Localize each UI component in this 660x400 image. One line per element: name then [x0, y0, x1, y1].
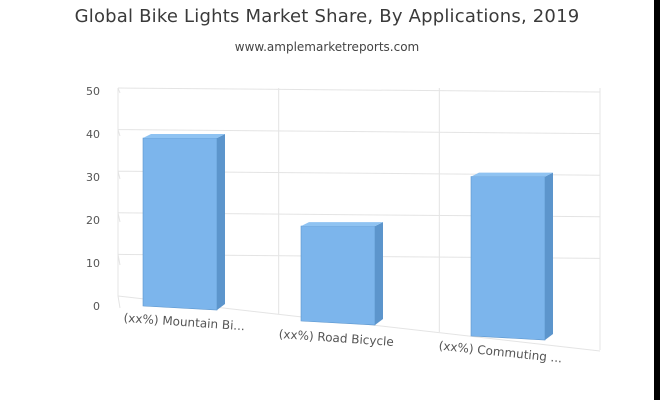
- y-tick-label: 50: [86, 85, 100, 98]
- right-edge-strip: [654, 0, 660, 400]
- bar: [300, 225, 376, 326]
- chart-title: Global Bike Lights Market Share, By Appl…: [74, 6, 580, 27]
- bar-top: [301, 222, 383, 227]
- bar-top: [143, 134, 225, 138]
- bar: [470, 176, 546, 341]
- y-tick-label: 10: [86, 257, 100, 270]
- bar-side: [217, 134, 225, 310]
- gridline-depth: [117, 295, 121, 309]
- chart-subtitle: www.amplemarketreports.com: [234, 40, 420, 54]
- bar-top: [471, 172, 553, 177]
- x-tick-label: (xx%) Road Bicycle: [278, 327, 394, 349]
- y-tick-label: 40: [86, 128, 100, 141]
- bars-layer: [142, 134, 553, 341]
- y-tick-label: 20: [86, 214, 100, 227]
- bar: [142, 137, 218, 311]
- x-tick-label: (xx%) Commuting ...: [438, 339, 563, 366]
- bar-side: [545, 172, 553, 340]
- bar-side: [375, 222, 383, 325]
- y-tick-label: 0: [93, 300, 100, 313]
- gridline: [117, 129, 601, 135]
- x-tick-label: (xx%) Mountain Bi...: [123, 311, 245, 333]
- gridline: [117, 87, 601, 93]
- y-tick-label: 30: [86, 171, 100, 184]
